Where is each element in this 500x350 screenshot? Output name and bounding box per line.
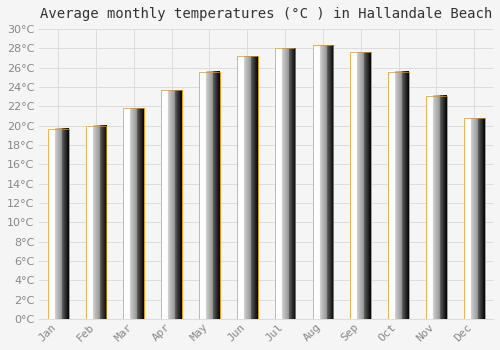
Bar: [312, 46, 334, 319]
Bar: [162, 90, 182, 319]
Bar: [124, 108, 144, 319]
Bar: [426, 96, 446, 319]
Bar: [388, 71, 409, 319]
Bar: [274, 48, 295, 319]
Bar: [237, 56, 258, 319]
Bar: [48, 128, 68, 319]
Bar: [388, 71, 409, 319]
Title: Average monthly temperatures (°C ) in Hallandale Beach: Average monthly temperatures (°C ) in Ha…: [40, 7, 492, 21]
Bar: [464, 118, 484, 319]
Bar: [199, 71, 220, 319]
Bar: [124, 108, 144, 319]
Bar: [162, 90, 182, 319]
Bar: [274, 48, 295, 319]
Bar: [464, 118, 484, 319]
Bar: [350, 52, 371, 319]
Bar: [350, 52, 371, 319]
Bar: [86, 126, 106, 319]
Bar: [48, 128, 68, 319]
Bar: [426, 96, 446, 319]
Bar: [86, 126, 106, 319]
Bar: [199, 71, 220, 319]
Bar: [237, 56, 258, 319]
Bar: [312, 46, 334, 319]
